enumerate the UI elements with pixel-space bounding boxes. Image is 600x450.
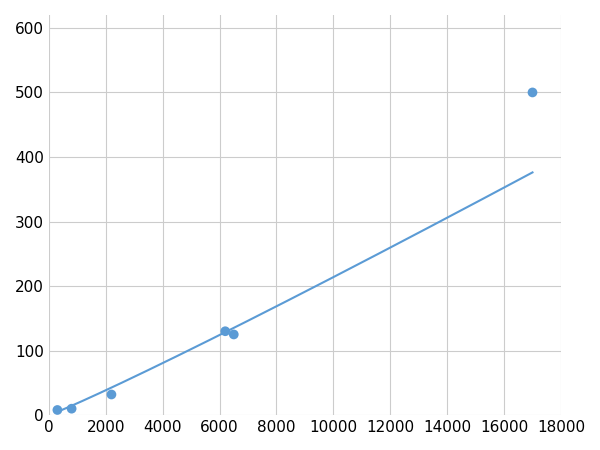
Point xyxy=(527,89,537,96)
Point xyxy=(220,328,230,335)
Point xyxy=(67,405,76,412)
Point xyxy=(107,391,116,398)
Point xyxy=(53,406,62,414)
Point xyxy=(229,331,239,338)
